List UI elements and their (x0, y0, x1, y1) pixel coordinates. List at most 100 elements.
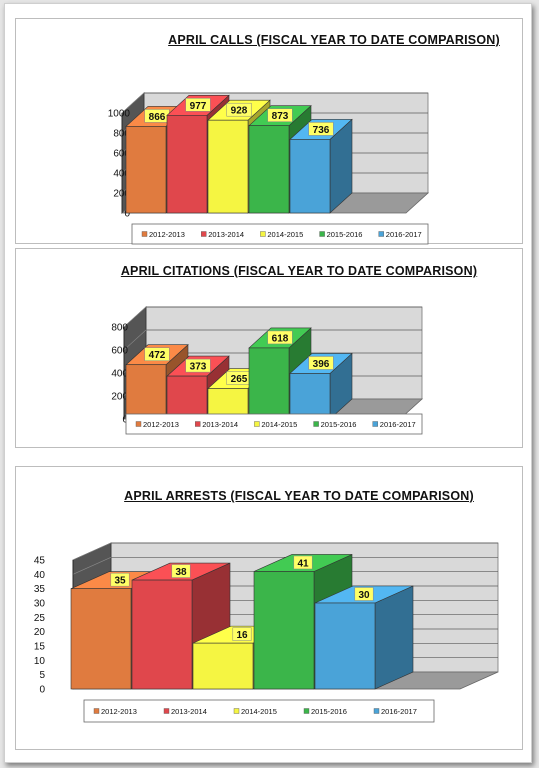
legend-label: 2013-2014 (208, 230, 244, 239)
data-label: 866 (149, 112, 166, 123)
y-tick-label: 30 (34, 599, 46, 610)
citations-chart: 0 200 400 600 800 472 373 265 618 396 2012-2013 201… (111, 306, 424, 435)
y-tick-label: 400 (111, 369, 128, 380)
legend-swatch (313, 421, 319, 427)
gridline-side (72, 557, 112, 575)
y-tick-label: 0 (122, 415, 128, 426)
data-label-box (293, 555, 313, 570)
data-label-box (267, 330, 293, 345)
data-label-box (267, 108, 293, 122)
data-label: 736 (313, 125, 330, 136)
legend-label: 2015-2016 (321, 420, 357, 429)
legend-box (131, 223, 429, 245)
bar-side (374, 585, 414, 690)
bar (248, 125, 290, 214)
gridline-side (121, 92, 145, 114)
data-label: 16 (236, 630, 248, 641)
y-tick-label: 20 (34, 627, 46, 638)
legend-box (125, 413, 423, 435)
legend-swatch (194, 421, 201, 427)
data-label-box (171, 564, 191, 578)
data-label: 928 (231, 106, 248, 117)
gridline-side (123, 306, 147, 328)
legend-label: 2012-2013 (101, 707, 137, 716)
bar (314, 602, 376, 690)
legend-swatch (233, 708, 240, 714)
legend-swatch (200, 231, 207, 237)
data-label-box (144, 347, 170, 361)
data-label: 41 (297, 558, 309, 569)
gridline-side (72, 542, 112, 561)
data-label: 396 (313, 359, 330, 370)
legend-swatch (93, 708, 100, 714)
report-page: APRIL CALLS (FISCAL YEAR TO DATE COMPARI… (4, 3, 532, 763)
legend-label: 2015-2016 (327, 230, 363, 239)
y-tick-label: 15 (34, 642, 46, 653)
gridline-side (123, 329, 147, 351)
data-label-box (232, 627, 252, 641)
arrests-chart: 0 5 10 15 20 25 30 35 40 45 35 38 16 41 30 2012-2013 201… (34, 542, 499, 723)
bar (192, 642, 254, 690)
bar (289, 139, 331, 214)
bar (253, 571, 315, 690)
legend-swatch (373, 708, 380, 714)
y-tick-label: 35 (34, 584, 46, 595)
bar (166, 375, 208, 420)
data-label-box (308, 122, 334, 136)
data-label: 977 (190, 101, 207, 112)
bar (289, 373, 331, 420)
y-tick-label: 1000 (108, 109, 131, 120)
legend-label: 2014-2015 (267, 230, 303, 239)
data-label-box (308, 356, 334, 370)
arrests-chart-panel: APRIL ARRESTS (FISCAL YEAR TO DATE COMPA… (15, 466, 523, 750)
legend-label: 2012-2013 (149, 230, 185, 239)
data-label: 30 (358, 590, 370, 601)
legend-swatch (135, 421, 142, 427)
legend-label: 2016-2017 (380, 420, 416, 429)
legend-swatch (163, 708, 170, 714)
bar (248, 347, 290, 420)
data-label: 373 (190, 362, 207, 373)
legend-label: 2013-2014 (171, 707, 207, 716)
bar (131, 579, 193, 690)
bar (70, 588, 132, 690)
y-tick-label: 45 (34, 556, 46, 567)
arrests-chart-title: APRIL ARRESTS (FISCAL YEAR TO DATE COMPA… (124, 489, 474, 503)
data-label-box (110, 572, 130, 587)
legend-box (83, 699, 435, 723)
y-tick-label: 0 (39, 685, 45, 696)
legend-swatch (254, 421, 260, 427)
bar (125, 364, 167, 420)
data-label-box (354, 587, 374, 601)
legend-swatch (319, 231, 325, 237)
bar (166, 115, 208, 214)
data-label: 472 (149, 350, 166, 361)
calls-chart-title: APRIL CALLS (FISCAL YEAR TO DATE COMPARI… (168, 33, 500, 47)
calls-chart-panel: APRIL CALLS (FISCAL YEAR TO DATE COMPARI… (15, 18, 523, 245)
y-tick-label: 40 (34, 570, 46, 581)
data-label-box (185, 358, 211, 373)
legend-label: 2016-2017 (381, 707, 417, 716)
data-label: 618 (272, 333, 289, 344)
y-tick-label: 600 (111, 346, 128, 357)
data-label: 38 (175, 567, 187, 578)
data-label-box (226, 102, 252, 117)
legend-label: 2015-2016 (311, 707, 347, 716)
legend-label: 2014-2015 (241, 707, 277, 716)
citations-chart-title: APRIL CITATIONS (FISCAL YEAR TO DATE COM… (120, 264, 478, 278)
legend-label: 2014-2015 (261, 420, 297, 429)
legend-label: 2012-2013 (143, 420, 179, 429)
y-tick-label: 5 (39, 670, 45, 681)
legend-swatch (378, 231, 384, 237)
y-tick-label: 0 (124, 209, 130, 220)
legend-swatch (303, 708, 310, 714)
y-tick-label: 800 (111, 323, 128, 334)
data-label-box (185, 98, 211, 112)
data-label: 265 (231, 374, 248, 385)
y-tick-label: 200 (111, 392, 128, 403)
data-label: 35 (114, 576, 126, 587)
legend-swatch (260, 231, 266, 237)
bar (125, 126, 167, 214)
legend-swatch (141, 231, 148, 237)
bar (207, 119, 249, 214)
